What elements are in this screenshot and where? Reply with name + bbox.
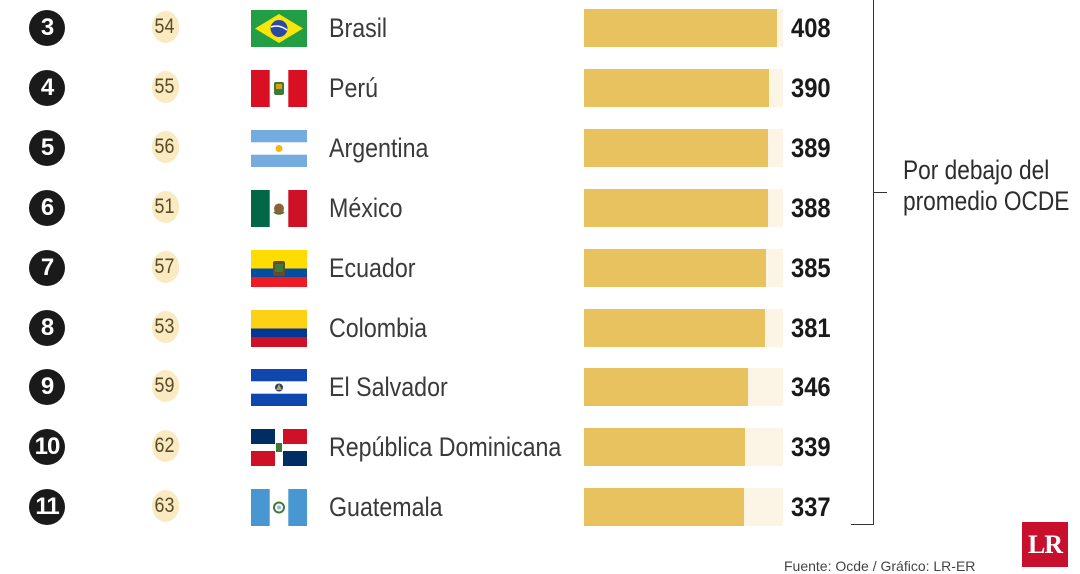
rank-badge: 3 — [29, 10, 65, 46]
table-row: 7 57 Ecuador 385 — [0, 239, 880, 299]
country-label: México — [329, 192, 403, 223]
position-badge: 59 — [152, 370, 180, 403]
argentina-flag — [251, 129, 307, 167]
rank-badge: 4 — [29, 69, 65, 106]
rank-badge: 10 — [29, 429, 65, 466]
peru-flag — [251, 69, 307, 107]
position-badge: 51 — [152, 190, 180, 223]
position-badge: 62 — [152, 430, 180, 463]
bracket-note: Por debajo del promedio OCDE — [903, 155, 1069, 217]
country-label: Argentina — [329, 132, 429, 163]
bracket-tick — [874, 192, 887, 193]
country-label: Guatemala — [329, 492, 443, 523]
el-salvador-flag — [251, 369, 307, 407]
position-badge: 53 — [152, 310, 180, 343]
table-row: 6 51 México 388 — [0, 179, 880, 239]
bracket-end — [851, 524, 874, 525]
ecuador-flag — [251, 249, 307, 287]
country-label: Brasil — [329, 13, 388, 43]
colombia-flag — [251, 309, 307, 347]
value-label: 385 — [791, 252, 831, 283]
rank-badge: 11 — [29, 489, 65, 526]
rank-badge: 9 — [29, 369, 65, 406]
guatemala-flag — [251, 489, 307, 527]
bar — [584, 68, 769, 107]
brazil-flag — [251, 10, 307, 47]
value-label: 381 — [791, 312, 831, 343]
position-badge: 55 — [152, 70, 180, 103]
table-row: 8 53 Colombia 381 — [0, 299, 880, 359]
country-label: El Salvador — [329, 372, 448, 403]
table-row: 9 59 El Salvador 346 — [0, 358, 880, 418]
rank-badge: 7 — [29, 249, 65, 286]
rank-badge: 6 — [29, 189, 65, 226]
bracket-note-line1: Por debajo del — [903, 155, 1050, 185]
mexico-flag — [251, 189, 307, 227]
source-note: Fuente: Ocde / Gráfico: LR-ER — [784, 558, 976, 574]
rank-badge: 5 — [29, 129, 65, 166]
bar — [584, 428, 745, 467]
country-label: Colombia — [329, 312, 428, 343]
value-label: 408 — [791, 13, 831, 43]
bar — [584, 368, 748, 407]
rank-badge: 8 — [29, 309, 65, 346]
value-label: 390 — [791, 72, 831, 103]
lr-logo: LR — [1022, 522, 1068, 567]
bar — [584, 128, 768, 167]
position-badge: 54 — [152, 11, 180, 43]
value-label: 389 — [791, 132, 831, 163]
bracket-note-line2: promedio OCDE — [903, 186, 1070, 216]
bar — [584, 248, 766, 287]
country-label: República Dominicana — [329, 432, 562, 463]
table-row: 3 54 Brasil 408 — [0, 0, 880, 59]
value-label: 339 — [791, 432, 831, 463]
country-label: Perú — [329, 72, 379, 103]
value-label: 346 — [791, 372, 831, 403]
position-badge: 63 — [152, 490, 180, 523]
position-badge: 56 — [152, 130, 180, 163]
value-label: 388 — [791, 192, 831, 223]
table-row: 10 62 República Dominicana 339 — [0, 418, 880, 478]
bar — [584, 188, 768, 227]
dominican-republic-flag — [251, 429, 307, 467]
bar — [584, 308, 765, 347]
bar — [584, 488, 744, 527]
bracket-line — [873, 0, 874, 525]
value-label: 337 — [791, 492, 831, 523]
bar — [584, 9, 777, 47]
position-badge: 57 — [152, 250, 180, 283]
country-label: Ecuador — [329, 252, 416, 283]
table-row: 5 56 Argentina 389 — [0, 119, 880, 179]
table-row: 11 63 Guatemala 337 — [0, 478, 880, 538]
table-row: 4 55 Perú 390 — [0, 59, 880, 119]
